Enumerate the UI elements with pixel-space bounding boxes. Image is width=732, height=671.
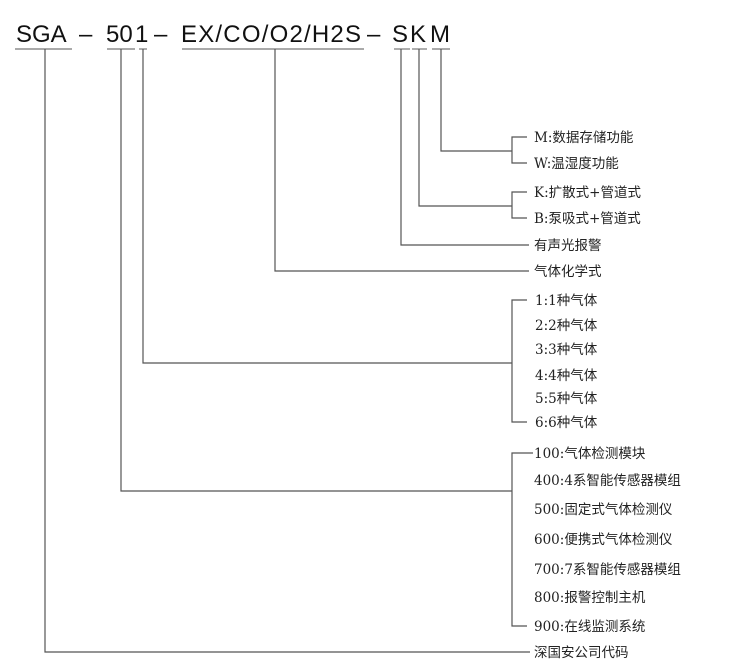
gas-count-item: 2:2种气体 [535,318,598,334]
option-b: B:泵吸式+管道式 [534,211,641,227]
code-m: M [430,21,450,48]
code-sga: SGA [16,21,67,48]
gas-count-item: 4:4种气体 [535,368,598,384]
code-dash: – [79,21,93,48]
code-s: S [392,21,408,48]
series-item: 900:在线监测系统 [534,619,645,635]
series-item: 700:7系智能传感器模组 [534,561,681,578]
model-code-header: SGA – 50 1 – EX/CO/O2/H2S – S K M [16,21,450,48]
option-company-code: 深国安公司代码 [534,645,629,661]
option-w: W:温湿度功能 [534,156,619,172]
series-item: 500:固定式气体检测仪 [534,502,673,518]
gas-count-item: 1:1种气体 [535,293,598,309]
code-k: K [410,21,426,48]
gas-count-item: 5:5种气体 [535,391,598,407]
code-gas-formula: EX/CO/O2/H2S [181,21,361,48]
option-gas-formula: 气体化学式 [534,264,602,280]
option-alarm: 有声光报警 [534,238,602,254]
series-item: 100:气体检测模块 [534,446,646,462]
code-501-series: 50 [106,21,133,48]
option-k: K:扩散式+管道式 [534,185,641,201]
code-dash: – [154,21,168,48]
series-item: 400:4系智能传感器模组 [534,472,681,489]
series-item: 600:便携式气体检测仪 [534,532,673,548]
option-labels: M:数据存储功能 W:温湿度功能 K:扩散式+管道式 B:泵吸式+管道式 有声光… [534,130,681,661]
code-dash: – [367,21,381,48]
code-501-gas-count: 1 [135,21,148,48]
connector-lines [44,49,533,653]
gas-count-item: 3:3种气体 [535,342,598,358]
series-item: 800:报警控制主机 [534,590,646,606]
gas-count-item: 6:6种气体 [535,415,598,431]
option-m: M:数据存储功能 [534,130,633,146]
